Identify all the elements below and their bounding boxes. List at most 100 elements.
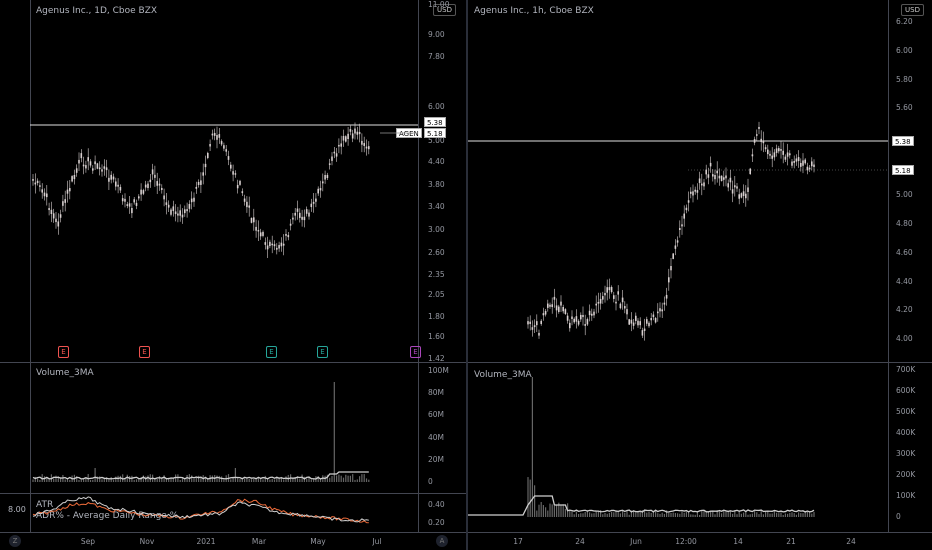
candle-body bbox=[296, 208, 299, 212]
candle-body bbox=[319, 188, 322, 191]
left-main-divider[interactable] bbox=[0, 362, 466, 363]
volume-bar bbox=[586, 510, 588, 517]
left-volume-divider[interactable] bbox=[0, 493, 466, 494]
volume-bar bbox=[94, 468, 96, 482]
candle-body bbox=[200, 180, 202, 185]
volume-bar bbox=[710, 510, 712, 517]
candle-body bbox=[167, 204, 170, 208]
volume-bar bbox=[549, 503, 551, 517]
candle-body bbox=[246, 201, 248, 208]
volume-bar bbox=[655, 510, 657, 517]
volume-bar bbox=[732, 513, 734, 517]
volume-bar bbox=[727, 510, 729, 517]
volume-tick: 700K bbox=[896, 365, 916, 374]
volume-bar bbox=[237, 477, 239, 482]
auto-scale-button[interactable]: A bbox=[436, 535, 448, 547]
candle-body bbox=[220, 141, 223, 145]
candle-body bbox=[725, 175, 727, 179]
volume-bar bbox=[718, 511, 720, 517]
volume-bar bbox=[802, 513, 804, 517]
volume-bar bbox=[624, 512, 626, 517]
right-chart-pane[interactable]: Agenus Inc., 1h, Cboe BZX USD 6.20 6.00 … bbox=[468, 0, 932, 550]
price-tick: 1.42 bbox=[428, 354, 445, 363]
candle-body bbox=[751, 154, 754, 157]
volume-bar bbox=[234, 468, 236, 482]
volume-bar bbox=[103, 478, 105, 482]
candle-body bbox=[282, 243, 285, 246]
volume-bar bbox=[749, 514, 751, 517]
candle-body bbox=[597, 301, 600, 304]
candle-body bbox=[584, 324, 586, 326]
earnings-icon[interactable]: E bbox=[266, 346, 277, 358]
candle-body bbox=[66, 189, 69, 194]
candle-body bbox=[731, 189, 734, 194]
candle-body bbox=[687, 200, 690, 203]
candle-body bbox=[225, 149, 227, 152]
earnings-icon[interactable]: E bbox=[58, 346, 69, 358]
candle-body bbox=[43, 192, 46, 197]
right-chart-canvas[interactable] bbox=[468, 0, 932, 550]
volume-bar bbox=[606, 513, 608, 517]
volume-bar bbox=[34, 476, 36, 482]
candle-body bbox=[786, 152, 789, 157]
volume-bar bbox=[198, 475, 200, 482]
candle-body bbox=[764, 147, 767, 150]
candle-body bbox=[709, 162, 712, 167]
price-tick: 3.80 bbox=[428, 180, 445, 189]
volume-bar bbox=[87, 474, 89, 482]
time-tick: 14 bbox=[733, 537, 743, 546]
candle-body bbox=[753, 139, 756, 143]
atr-title: ATR bbox=[36, 500, 54, 510]
candle-body bbox=[324, 175, 326, 180]
candle-body bbox=[121, 198, 124, 202]
price-tick: 7.80 bbox=[428, 52, 445, 61]
candle-body bbox=[714, 174, 716, 180]
volume-bar bbox=[69, 479, 71, 482]
candle-body bbox=[255, 226, 257, 231]
candle-body bbox=[599, 298, 602, 304]
volume-bar bbox=[96, 476, 98, 482]
candle-body bbox=[593, 311, 595, 316]
volume-bar bbox=[260, 477, 262, 482]
volume-tick: 60M bbox=[428, 410, 445, 419]
candle-body bbox=[108, 177, 110, 182]
volume-tick: 300K bbox=[896, 449, 916, 458]
volume-bar bbox=[122, 474, 124, 482]
candle-body bbox=[126, 204, 129, 206]
chart-split-divider[interactable] bbox=[466, 0, 468, 550]
left-time-axis-border bbox=[0, 532, 466, 533]
candle-body bbox=[278, 245, 280, 249]
volume-tick: 20M bbox=[428, 455, 445, 464]
candle-body bbox=[551, 304, 553, 308]
earnings-icon[interactable]: E bbox=[410, 346, 421, 358]
volume-bar bbox=[200, 476, 202, 482]
right-currency-label[interactable]: USD bbox=[901, 4, 924, 16]
earnings-icon[interactable]: E bbox=[317, 346, 328, 358]
candle-body bbox=[361, 140, 363, 145]
volume-bar bbox=[223, 479, 225, 482]
volume-bar bbox=[613, 512, 615, 517]
right-main-divider[interactable] bbox=[468, 362, 932, 363]
candle-body bbox=[289, 223, 292, 226]
candle-body bbox=[223, 145, 225, 149]
earnings-icon[interactable]: E bbox=[139, 346, 150, 358]
candle-body bbox=[144, 184, 147, 188]
volume-bar bbox=[602, 514, 604, 517]
candle-body bbox=[365, 146, 368, 149]
candle-body bbox=[621, 297, 624, 303]
volume-bar bbox=[758, 514, 760, 517]
candle-body bbox=[170, 209, 172, 215]
candle-body bbox=[529, 321, 531, 324]
left-chart-canvas[interactable] bbox=[0, 0, 466, 550]
zoom-reset-button[interactable]: Z bbox=[9, 535, 21, 547]
left-currency-label[interactable]: USD bbox=[433, 4, 456, 16]
volume-bar bbox=[804, 511, 806, 517]
time-tick: 24 bbox=[846, 537, 856, 546]
price-tick: 5.00 bbox=[896, 190, 913, 199]
candle-body bbox=[536, 321, 538, 326]
candle-body bbox=[619, 303, 622, 309]
volume-bar bbox=[593, 513, 595, 517]
volume-bar bbox=[811, 513, 813, 517]
volume-bar bbox=[558, 502, 560, 517]
left-chart-pane[interactable]: Agenus Inc., 1D, Cboe BZX USD 11.00 9.00… bbox=[0, 0, 466, 550]
